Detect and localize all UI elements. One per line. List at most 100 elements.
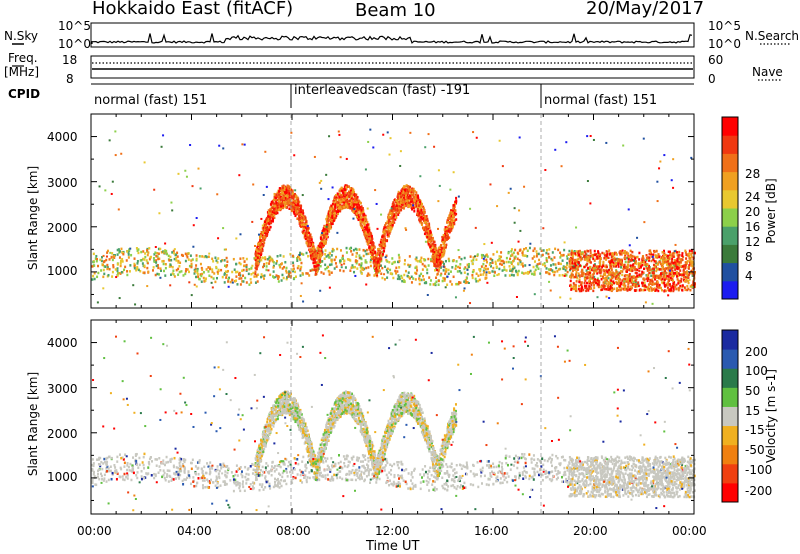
echo-cell <box>329 217 332 220</box>
echo-cell <box>381 241 384 245</box>
echo-cell <box>412 187 415 191</box>
echo-cell <box>380 254 383 257</box>
echo-cell <box>372 261 375 264</box>
echo-cell <box>438 258 441 262</box>
echo-cell <box>356 205 359 209</box>
echo-cell <box>300 217 303 221</box>
echo-cell <box>395 211 398 215</box>
echo-cell <box>446 283 449 286</box>
echo-cell <box>318 251 321 254</box>
echo-cell <box>627 257 630 261</box>
echo-cell <box>613 273 616 277</box>
echo-cell <box>359 213 362 217</box>
echo-cell <box>281 185 284 188</box>
echo-cell <box>589 261 592 264</box>
echo-cell <box>280 279 283 282</box>
echo-cell <box>404 202 407 206</box>
echo-cell <box>407 196 410 200</box>
echo-cell <box>610 289 613 292</box>
echo-cell <box>584 257 587 261</box>
echo-cell <box>381 239 384 243</box>
echo-cell <box>634 261 637 265</box>
echo-cell <box>375 271 378 274</box>
echo-cell <box>207 255 210 259</box>
echo-cell <box>169 255 172 259</box>
echo-cell <box>552 263 555 266</box>
echo-cell <box>121 260 124 263</box>
echo-cell <box>425 215 428 218</box>
echo-cell <box>296 217 299 220</box>
echo-cell <box>273 207 276 211</box>
echo-cell <box>393 209 396 212</box>
echo-cell <box>574 259 577 263</box>
echo-cell <box>488 263 491 266</box>
echo-cell <box>139 259 142 262</box>
echo-cell <box>570 261 573 264</box>
echo-cell <box>418 274 421 278</box>
echo-cell <box>413 209 416 213</box>
echo-cell <box>244 276 247 280</box>
echo-cell <box>285 271 288 274</box>
echo-cell <box>369 248 372 252</box>
echo-cell <box>407 195 410 199</box>
echo-cell <box>412 189 415 193</box>
echo-cell <box>414 195 417 198</box>
echo-cell <box>247 272 250 276</box>
echo-cell <box>245 281 248 284</box>
echo-cell <box>646 274 649 277</box>
echo-cell <box>401 203 404 206</box>
echo-cell <box>122 252 125 256</box>
echo-cell <box>91 265 94 268</box>
echo-cell <box>288 270 291 273</box>
echo-cell <box>567 253 570 256</box>
echo-cell <box>355 215 358 219</box>
echo-cell <box>570 251 573 255</box>
echo-cell <box>239 262 242 266</box>
echo-cell <box>274 208 277 211</box>
echo-cell <box>483 270 486 274</box>
echo-cell <box>536 252 539 256</box>
echo-cell <box>434 282 437 286</box>
echo-cell <box>471 270 474 274</box>
echo-cell <box>361 228 364 232</box>
echo-cell <box>221 258 224 262</box>
echo-cell <box>315 254 318 258</box>
echo-cell <box>125 259 128 262</box>
echo-cell <box>307 226 310 230</box>
echo-cell <box>328 219 331 222</box>
echo-cell <box>589 251 592 255</box>
echo-cell <box>432 239 435 242</box>
echo-cell <box>331 216 334 220</box>
echo-cell <box>349 205 352 209</box>
echo-cell <box>384 265 387 268</box>
echo-cell <box>325 222 328 225</box>
echo-cell <box>319 251 322 255</box>
echo-cell <box>444 272 447 276</box>
echo-cell <box>362 217 365 221</box>
echo-cell <box>195 254 198 257</box>
echo-cell <box>510 250 513 253</box>
echo-cell <box>633 255 636 259</box>
echo-cell <box>685 253 688 256</box>
echo-cell <box>432 242 435 246</box>
echo-cell <box>572 262 575 266</box>
echo-cell <box>593 259 596 262</box>
echo-cell <box>619 281 622 285</box>
echo-cell <box>627 252 630 255</box>
echo-cell <box>602 264 605 268</box>
echo-cell <box>503 268 506 271</box>
echo-cell <box>425 281 428 285</box>
echo-cell <box>413 199 416 203</box>
echo-cell <box>577 272 580 275</box>
echo-cell <box>261 242 264 246</box>
echo-cell <box>603 254 606 257</box>
echo-cell <box>617 262 620 265</box>
echo-cell <box>456 282 459 286</box>
echo-cell <box>663 253 666 257</box>
echo-cell <box>336 200 339 204</box>
echo-cell <box>319 258 322 261</box>
echo-cell <box>617 260 620 263</box>
echo-cell <box>422 211 425 214</box>
echo-cell <box>463 271 466 274</box>
echo-cell <box>658 286 661 289</box>
